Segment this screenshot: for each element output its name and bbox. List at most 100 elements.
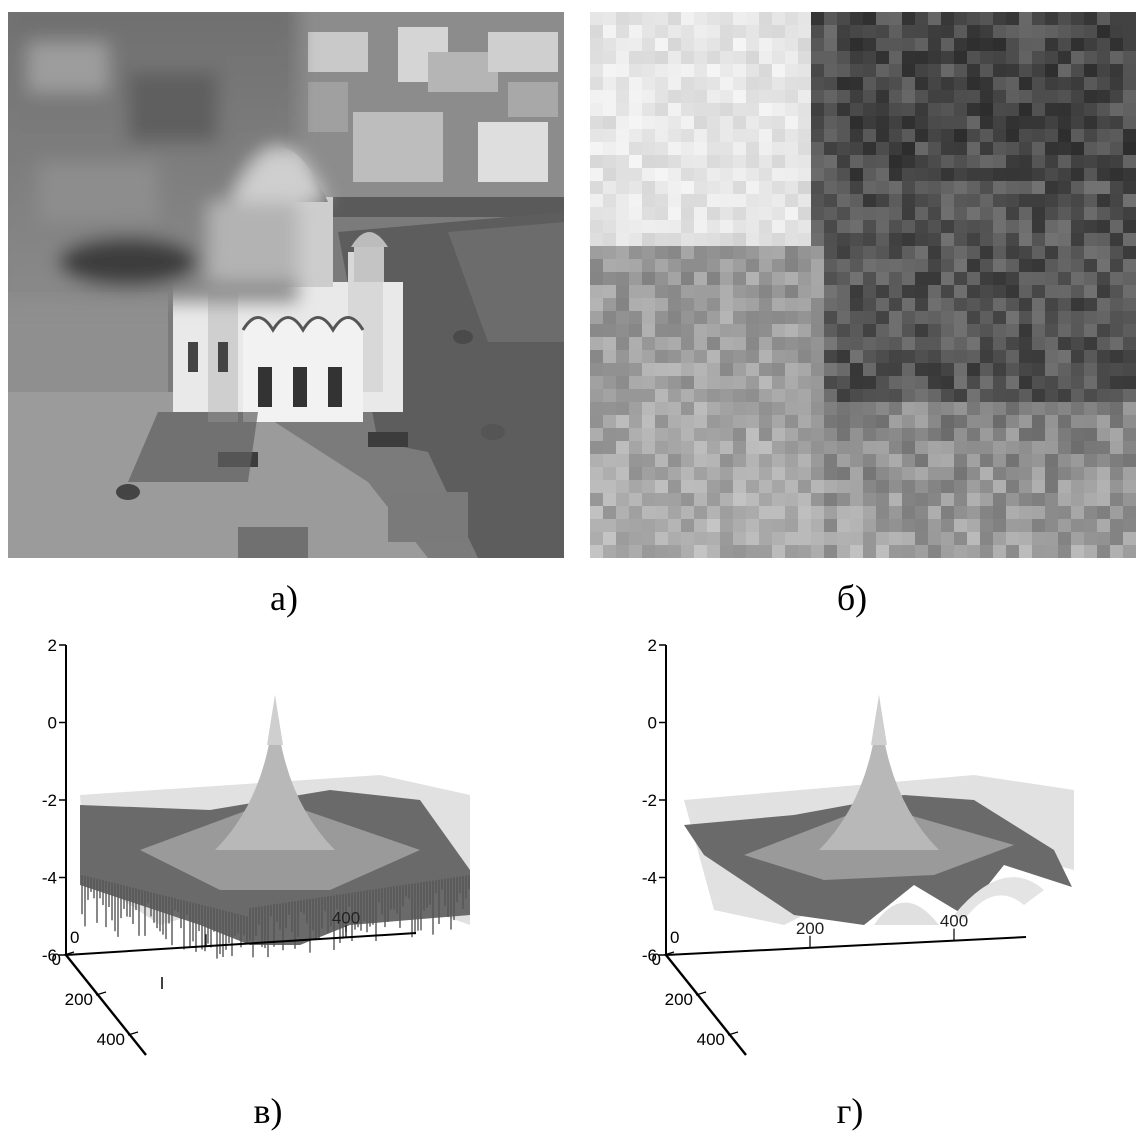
pixel-cell — [1006, 64, 1020, 78]
pixel-cell — [1058, 454, 1072, 468]
pixel-cell — [785, 389, 799, 403]
pixel-cell — [629, 181, 643, 195]
pixel-cell — [1045, 402, 1059, 416]
pixel-cell — [733, 285, 747, 299]
pixel-cell — [811, 285, 825, 299]
pixel-cell — [616, 376, 630, 390]
pixel-cell — [655, 181, 669, 195]
pixel-cell — [668, 12, 682, 26]
pixel-cell — [954, 285, 968, 299]
pixel-cell — [954, 376, 968, 390]
pixel-cell — [889, 246, 903, 260]
pixel-cell — [1019, 285, 1033, 299]
pixel-cell — [850, 311, 864, 325]
pixel-cell — [668, 116, 682, 130]
pixel-cell — [876, 285, 890, 299]
pixel-cell — [850, 532, 864, 546]
pixel-cell — [1110, 428, 1124, 442]
pixel-cell — [1006, 220, 1020, 234]
pixel-cell — [837, 389, 851, 403]
pixel-cell — [837, 259, 851, 273]
pixel-cell — [863, 12, 877, 26]
pixel-cell — [1084, 532, 1098, 546]
pixel-cell — [824, 532, 838, 546]
pixel-cell — [1006, 545, 1020, 559]
pixel-cell — [941, 519, 955, 533]
pixel-cell — [603, 506, 617, 520]
pixel-cell — [1123, 519, 1136, 533]
pixel-cell — [733, 90, 747, 104]
pixel-cell — [954, 207, 968, 221]
pixel-cell — [1006, 298, 1020, 312]
pixel-cell — [694, 441, 708, 455]
pixel-cell — [1097, 467, 1111, 481]
pixel-cell — [733, 324, 747, 338]
pixel-cell — [993, 233, 1007, 247]
pixel-cell — [928, 90, 942, 104]
pixel-cell — [1006, 428, 1020, 442]
pixel-cell — [1019, 103, 1033, 117]
pixel-cell — [993, 389, 1007, 403]
pixel-cell — [603, 311, 617, 325]
pixel-cell — [603, 272, 617, 286]
pixel-cell — [941, 64, 955, 78]
pixel-cell — [629, 285, 643, 299]
pixel-cell — [733, 142, 747, 156]
pixel-cell — [915, 441, 929, 455]
pixel-cell — [772, 90, 786, 104]
pixel-cell — [915, 493, 929, 507]
pixel-cell — [863, 363, 877, 377]
pixel-cell — [1123, 259, 1136, 273]
y-tick — [63, 951, 75, 956]
pixel-cell — [668, 220, 682, 234]
pixel-cell — [1032, 64, 1046, 78]
pixel-cell — [707, 532, 721, 546]
pixel-cell — [889, 272, 903, 286]
pixel-cell — [1084, 311, 1098, 325]
pixel-cell — [772, 168, 786, 182]
pixel-cell — [993, 12, 1007, 26]
pixel-cell — [1110, 376, 1124, 390]
pixel-cell — [941, 12, 955, 26]
pixel-cell — [941, 129, 955, 143]
pixel-cell — [1019, 220, 1033, 234]
pixel-cell — [837, 285, 851, 299]
pixel-cell — [668, 350, 682, 364]
pixel-cell — [668, 337, 682, 351]
surface-peak-tip — [267, 695, 283, 745]
pixel-cell — [850, 467, 864, 481]
pixel-cell — [876, 376, 890, 390]
pixel-cell — [889, 532, 903, 546]
pixel-cell — [616, 350, 630, 364]
pixel-cell — [941, 324, 955, 338]
pixel-cell — [863, 311, 877, 325]
pixel-cell — [1071, 389, 1085, 403]
pixel-cell — [1110, 467, 1124, 481]
pixel-cell — [616, 428, 630, 442]
pixel-cell — [1058, 363, 1072, 377]
pixel-cell — [980, 493, 994, 507]
pixel-cell — [694, 506, 708, 520]
pixel-cell — [1071, 285, 1085, 299]
pixel-cell — [1045, 454, 1059, 468]
pixel-cell — [837, 415, 851, 429]
pixelated-fragment-image — [590, 12, 1136, 559]
pixel-cell — [915, 142, 929, 156]
pixel-cell — [759, 545, 773, 559]
pixel-cell — [746, 64, 760, 78]
pixel-cell — [746, 363, 760, 377]
pixel-cell — [616, 272, 630, 286]
pixel-cell — [694, 324, 708, 338]
pixel-cell — [759, 298, 773, 312]
pixel-cell — [811, 415, 825, 429]
pixel-cell — [655, 207, 669, 221]
pixel-cell — [811, 142, 825, 156]
pixel-cell — [798, 181, 812, 195]
pixel-cell — [603, 493, 617, 507]
pixel-cell — [772, 493, 786, 507]
pixel-cell — [798, 441, 812, 455]
pixel-cell — [1071, 233, 1085, 247]
pixel-cell — [1110, 311, 1124, 325]
pixel-cell — [967, 337, 981, 351]
pixel-cell — [772, 337, 786, 351]
